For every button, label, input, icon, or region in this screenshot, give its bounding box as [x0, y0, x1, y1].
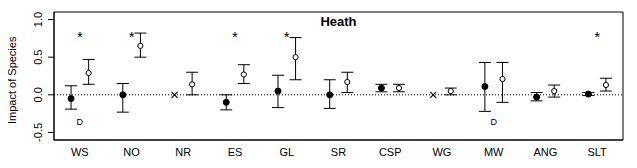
- svg-text:NO: NO: [123, 146, 140, 158]
- svg-text:ANG: ANG: [533, 146, 557, 158]
- svg-text:*: *: [284, 28, 290, 45]
- svg-text:WS: WS: [71, 146, 89, 158]
- svg-text:-0.5: -0.5: [32, 123, 44, 142]
- svg-text:CSP: CSP: [379, 146, 402, 158]
- svg-text:SR: SR: [331, 146, 346, 158]
- svg-text:*: *: [77, 28, 83, 45]
- svg-text:MW: MW: [484, 146, 504, 158]
- svg-text:D: D: [77, 117, 84, 127]
- svg-text:Impact of Species: Impact of Species: [8, 36, 18, 124]
- html-text:Heath: Heath: [320, 14, 357, 29]
- svg-text:SLT: SLT: [587, 146, 607, 158]
- svg-text:WG: WG: [432, 146, 451, 158]
- svg-text:GL: GL: [279, 146, 294, 158]
- svg-text:D: D: [490, 117, 497, 127]
- svg-text:*: *: [129, 28, 135, 45]
- svg-text:0.0: 0.0: [32, 87, 44, 102]
- svg-text:*: *: [594, 28, 600, 45]
- svg-text:ES: ES: [228, 146, 243, 158]
- svg-text:1.0: 1.0: [32, 12, 44, 27]
- svg-text:NR: NR: [175, 146, 191, 158]
- svg-text:*: *: [232, 28, 238, 45]
- svg-text:0.5: 0.5: [32, 50, 44, 65]
